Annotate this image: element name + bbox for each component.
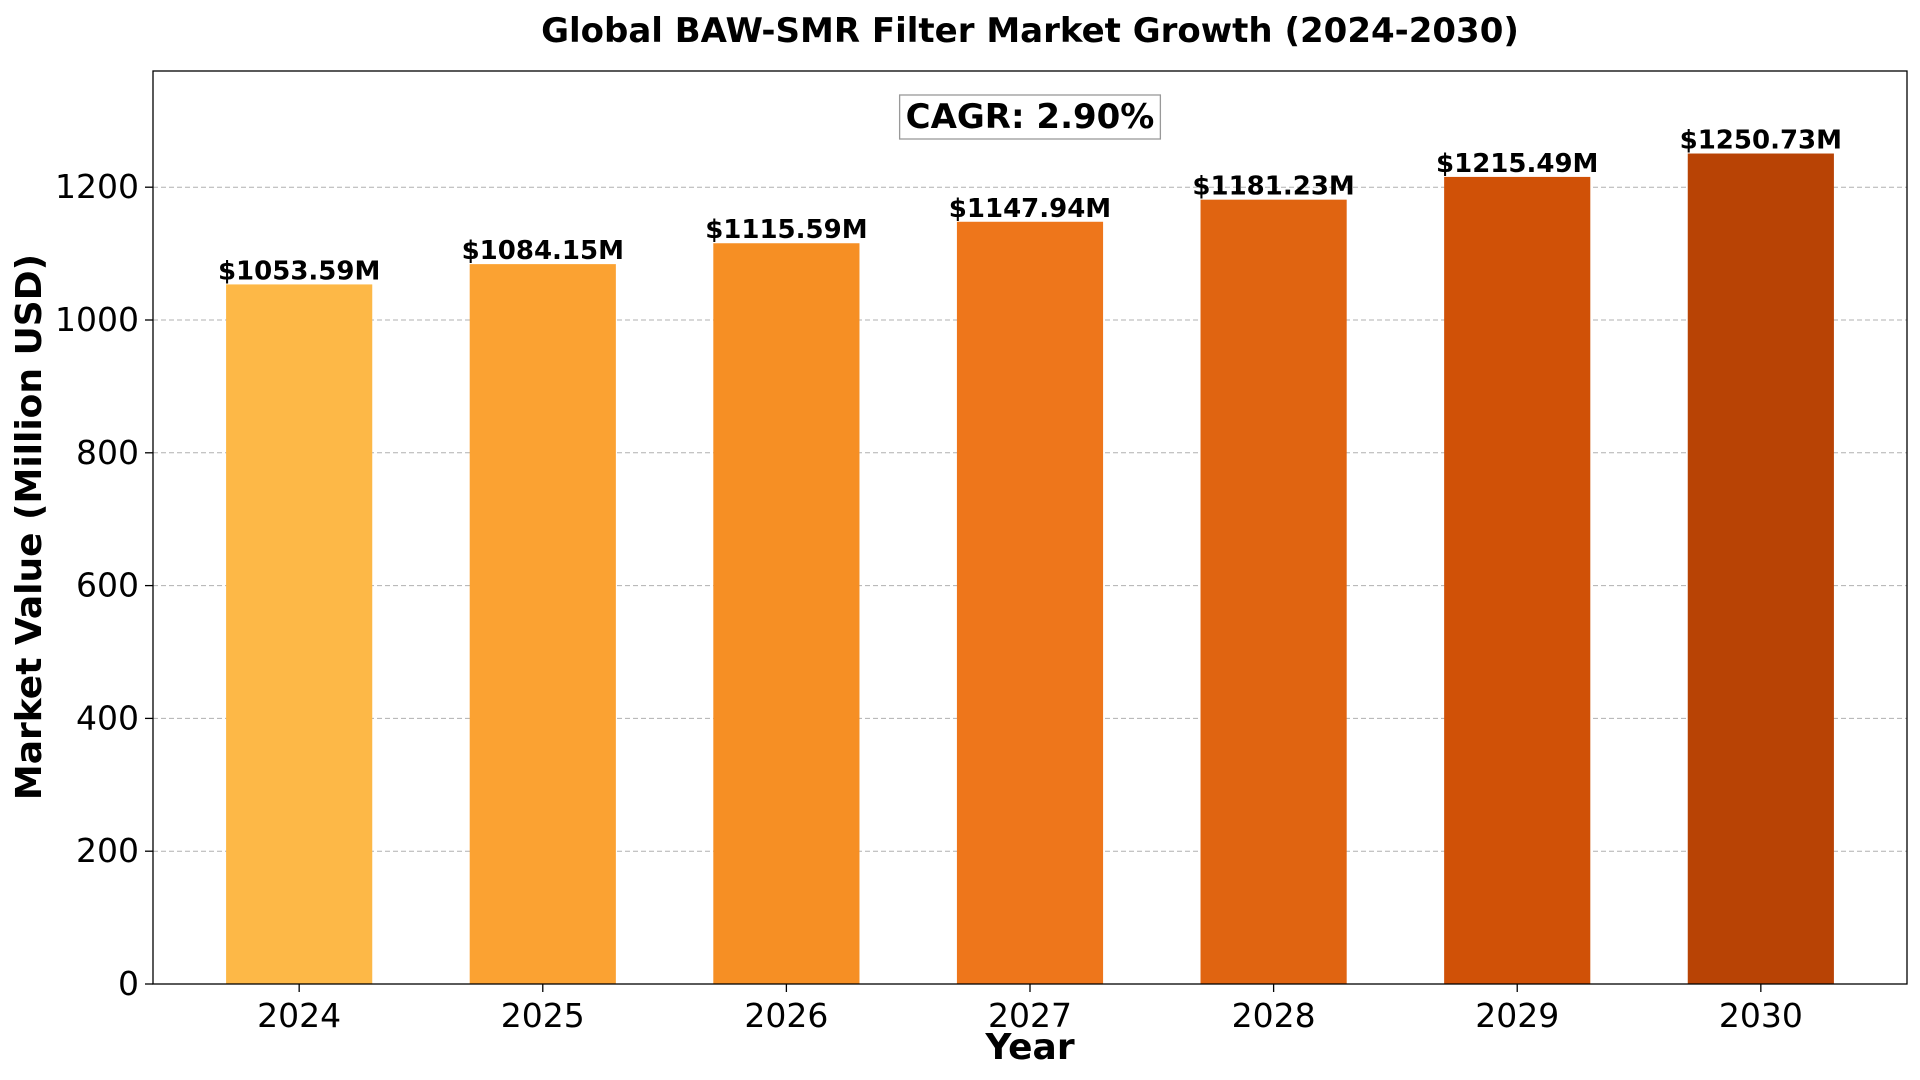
data-label-2027: $1147.94M [949, 194, 1111, 224]
data-label-2026: $1115.59M [705, 215, 867, 245]
bar-2026 [713, 243, 860, 985]
x-tick-label: 2029 [1475, 996, 1559, 1035]
bar-2028 [1200, 199, 1347, 985]
data-label-2030: $1250.73M [1680, 126, 1842, 156]
y-tick-label: 400 [76, 698, 139, 737]
x-axis-ticks: 2024 2025 2026 2027 2028 2029 2030 [257, 984, 1803, 1035]
cagr-annotation-text: CAGR: 2.90% [906, 97, 1155, 137]
y-tick-label: 1000 [55, 300, 139, 339]
y-tick-label: 1200 [55, 167, 139, 206]
data-label-2024: $1053.59M [218, 256, 380, 286]
y-tick-label: 800 [76, 433, 139, 472]
y-tick-label: 200 [76, 831, 139, 870]
data-labels: $1053.59M $1084.15M $1115.59M $1147.94M $118… [218, 126, 1842, 287]
bar-2025 [469, 264, 616, 984]
cagr-annotation: CAGR: 2.90% [898, 94, 1162, 140]
bar-2027 [956, 221, 1104, 985]
bar-2030 [1687, 153, 1834, 985]
x-tick-label: 2028 [1232, 996, 1316, 1035]
data-label-2029: $1215.49M [1436, 149, 1598, 179]
bar-2029 [1444, 176, 1591, 984]
x-tick-label: 2026 [744, 996, 828, 1035]
y-axis-label: Market Value (Million USD) [9, 254, 50, 800]
x-axis-label: Year [984, 1027, 1074, 1068]
chart-title: Global BAW-SMR Filter Market Growth (202… [541, 11, 1519, 51]
bar-2024 [226, 284, 373, 984]
y-tick-label: 600 [76, 566, 139, 605]
x-tick-label: 2025 [501, 996, 585, 1035]
x-tick-label: 2030 [1719, 996, 1803, 1035]
data-label-2028: $1181.23M [1192, 172, 1354, 202]
cagr-box [898, 94, 1162, 140]
x-tick-label: 2027 [988, 996, 1072, 1035]
y-tick-label: 0 [118, 964, 139, 1003]
data-label-2025: $1084.15M [462, 236, 624, 266]
x-tick-label: 2024 [257, 996, 341, 1035]
y-axis-ticks: 0 200 400 600 800 1000 1200 [55, 167, 153, 1003]
bars [226, 153, 1834, 985]
